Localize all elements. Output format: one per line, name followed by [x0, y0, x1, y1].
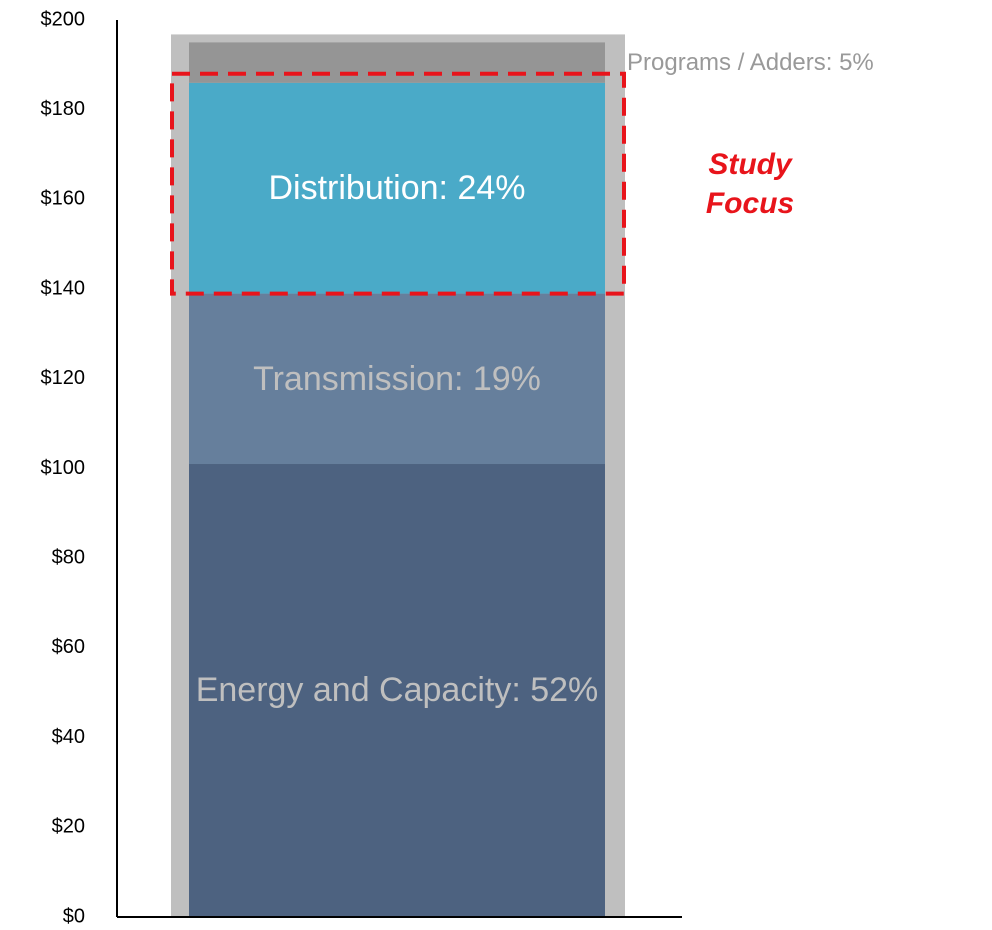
y-tick-label: $200 — [41, 8, 86, 30]
y-tick-label: $180 — [41, 98, 86, 120]
y-tick-label: $60 — [52, 636, 85, 658]
y-tick-label: $0 — [63, 905, 85, 927]
segment-label: Transmission: 19% — [253, 359, 541, 398]
segment-label: Energy and Capacity: 52% — [195, 671, 599, 710]
y-tick-label: $20 — [52, 816, 85, 838]
y-tick-label: $100 — [41, 457, 86, 479]
y-tick-label: $140 — [41, 277, 86, 299]
y-tick-label: $160 — [41, 188, 86, 210]
segment-label: Distribution: 24% — [268, 169, 526, 208]
bar-segment — [189, 293, 605, 465]
bar-segment — [189, 82, 605, 294]
bar-segment — [189, 464, 605, 917]
y-tick-label: $80 — [52, 546, 85, 568]
bar-segment — [189, 42, 605, 83]
highlight-box — [170, 71, 626, 296]
y-tick-label: $120 — [41, 367, 86, 389]
y-tick-label: $40 — [52, 726, 85, 748]
segment-label: Programs / Adders: 5% — [627, 48, 874, 76]
annotation: Study Focus — [705, 148, 795, 220]
